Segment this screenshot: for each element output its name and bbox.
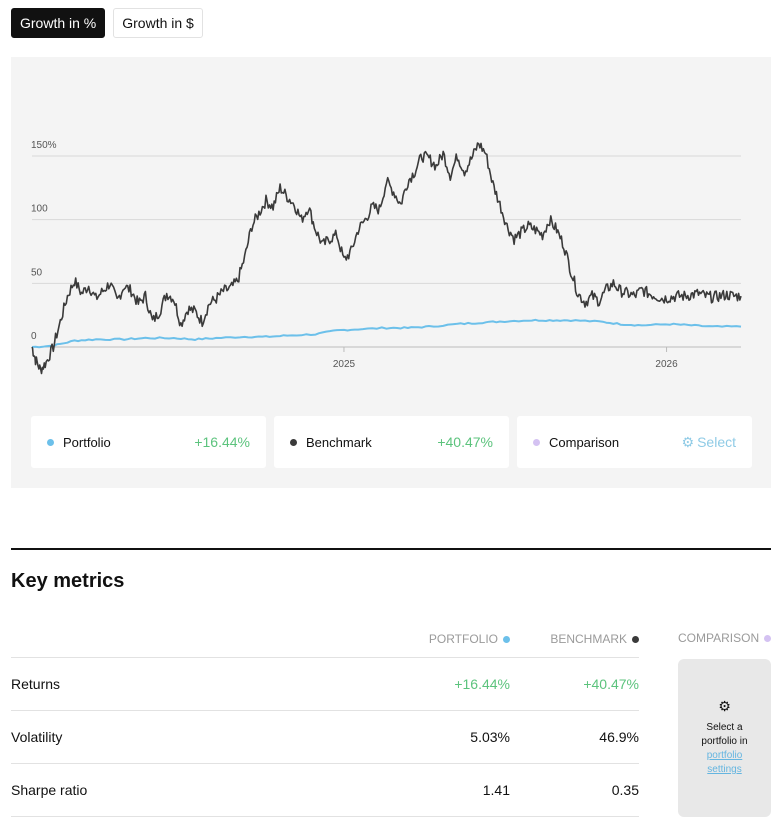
legend-benchmark[interactable]: Benchmark +40.47%	[274, 416, 509, 468]
growth-chart-panel: 150% 100 50 0 2025 2026 Portfolio +16.44% Ben…	[11, 57, 771, 488]
x-tick-label: 2025	[333, 359, 356, 370]
legend-comparison[interactable]: Comparison ⚙ Select	[517, 416, 752, 468]
growth-percent-button[interactable]: Growth in %	[11, 8, 106, 38]
gear-icon: ⚙	[718, 698, 731, 714]
comparison-select-label: Select	[697, 434, 736, 450]
x-tick-label: 2026	[655, 359, 678, 370]
table-row: Returns +16.44% +40.47%	[11, 658, 639, 711]
series-line-portfolio	[31, 318, 742, 349]
table-row: Volatility 5.03% 46.9%	[11, 711, 639, 764]
benchmark-dot	[290, 438, 297, 446]
chart-legend: Portfolio +16.44% Benchmark +40.47% Comp…	[31, 416, 752, 468]
metric-benchmark: +40.47%	[583, 676, 639, 692]
metric-label: Returns	[11, 676, 61, 692]
legend-benchmark-value: +40.47%	[437, 434, 493, 450]
metric-label: Sharpe ratio	[11, 782, 88, 798]
metric-portfolio: 1.41	[482, 782, 510, 798]
metric-benchmark: 0.35	[611, 782, 639, 798]
y-tick-label: 150%	[31, 140, 57, 151]
key-metrics-title: Key metrics	[11, 570, 125, 592]
gear-icon: ⚙	[681, 433, 695, 450]
y-tick-label: 50	[31, 267, 43, 278]
portfolio-dot	[47, 438, 54, 446]
key-metrics-header: PORTFOLIO BENCHMARK	[11, 620, 639, 658]
key-metrics-table: PORTFOLIO BENCHMARK Returns +16.44% +40.…	[11, 620, 639, 817]
y-tick-label: 0	[31, 331, 37, 342]
metric-label: Volatility	[11, 729, 63, 745]
series-line-benchmark	[31, 142, 742, 375]
portfolio-settings-link[interactable]: portfolio	[706, 750, 743, 761]
section-divider	[11, 548, 771, 550]
legend-portfolio[interactable]: Portfolio +16.44%	[31, 416, 266, 468]
growth-dollar-button[interactable]: Growth in $	[113, 8, 203, 38]
comparison-prompt-line2: portfolio in	[701, 736, 748, 747]
legend-portfolio-name: Portfolio	[63, 434, 111, 450]
legend-benchmark-name: Benchmark	[306, 434, 372, 450]
portfolio-settings-link-2[interactable]: settings	[707, 764, 742, 775]
metric-benchmark: 46.9%	[599, 729, 639, 745]
legend-portfolio-value: +16.44%	[194, 434, 250, 450]
header-portfolio: PORTFOLIO	[381, 632, 510, 646]
header-benchmark: BENCHMARK	[510, 632, 639, 646]
comparison-placeholder: ⚙ Select a portfolio in portfolio settin…	[678, 659, 771, 817]
header-comparison: COMPARISON	[678, 631, 772, 645]
y-tick-label: 100	[31, 204, 48, 215]
table-row: Sharpe ratio 1.41 0.35	[11, 764, 639, 817]
comparison-prompt-line1: Select a	[706, 722, 743, 733]
growth-toggle: Growth in % Growth in $	[11, 8, 203, 38]
comparison-dot	[533, 438, 540, 446]
metric-portfolio: +16.44%	[454, 676, 510, 692]
legend-comparison-name: Comparison	[549, 434, 620, 450]
comparison-select-button[interactable]: ⚙ Select	[682, 434, 736, 451]
growth-chart: 150% 100 50 0 2025 2026	[31, 140, 742, 375]
metric-portfolio: 5.03%	[470, 729, 510, 745]
